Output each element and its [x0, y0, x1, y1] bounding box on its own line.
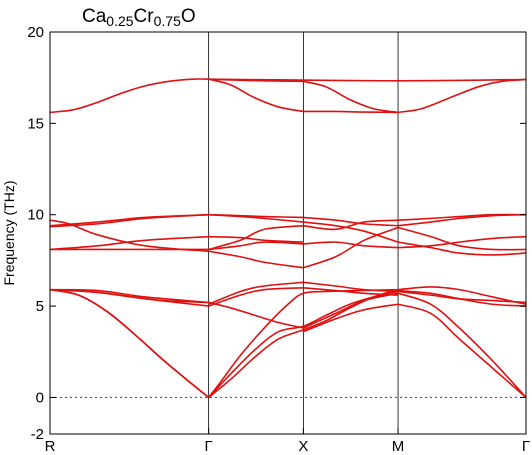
band-line: [49, 219, 209, 253]
band-line: [208, 235, 304, 243]
band-line: [208, 250, 304, 269]
band-line: [49, 288, 210, 399]
band-line: [303, 241, 399, 249]
band-line: [397, 286, 527, 306]
axis-ticks: -2 0 5 10 15 20 R Γ X M Γ: [27, 24, 530, 455]
band-line: [208, 78, 527, 82]
band-line: [49, 235, 209, 251]
chart-plot-area: [50, 32, 526, 434]
y-tick-label: 15: [27, 115, 44, 132]
y-tick-label: 20: [27, 24, 44, 41]
band-line: [208, 290, 399, 399]
band-line: [303, 303, 399, 333]
title-part-1: Ca: [82, 6, 107, 27]
x-tick-label: M: [392, 438, 405, 455]
band-lines: [49, 78, 527, 399]
x-tick-label: R: [45, 438, 56, 455]
plot-frame: [49, 31, 527, 435]
y-axis-label: Frequency (THz): [1, 180, 17, 285]
title-part-5: O: [181, 6, 196, 27]
band-line: [208, 241, 304, 251]
band-line: [49, 78, 209, 114]
y-tick-label: 5: [36, 298, 44, 315]
y-tick-label: 10: [27, 207, 44, 224]
x-tick-label: Γ: [205, 438, 213, 455]
title-part-4: 0.75: [154, 13, 181, 29]
band-line: [303, 292, 399, 329]
band-line: [397, 213, 527, 227]
band-line: [208, 301, 304, 329]
band-line: [303, 110, 399, 114]
band-line: [208, 281, 304, 306]
band-line: [303, 287, 399, 296]
band-line: [49, 288, 210, 399]
x-tick-label: Γ: [522, 438, 530, 455]
band-line: [397, 303, 527, 399]
band-line: [397, 226, 527, 251]
band-line: [208, 287, 304, 307]
band-line: [49, 213, 209, 228]
band-line: [397, 241, 527, 256]
x-tick-label: X: [298, 438, 308, 455]
band-line: [303, 80, 399, 114]
band-line: [303, 219, 399, 231]
band-line: [208, 78, 304, 113]
band-line: [303, 216, 399, 227]
chart-title: Ca0.25Cr0.75O: [82, 6, 196, 29]
band-line: [208, 78, 304, 83]
band-line: [208, 213, 304, 219]
band-line: [208, 224, 304, 251]
band-line: [303, 281, 399, 293]
band-line: [208, 288, 399, 398]
y-tick-label: 0: [36, 389, 44, 406]
band-line: [303, 226, 399, 269]
band-line: [397, 78, 527, 114]
band-line: [303, 221, 399, 243]
title-part-2: 0.25: [106, 13, 133, 29]
band-line: [49, 288, 209, 304]
y-tick-label: -2: [31, 426, 44, 443]
band-line: [49, 288, 209, 307]
title-part-3: Cr: [134, 6, 155, 27]
band-line: [397, 292, 527, 398]
band-line: [397, 289, 527, 307]
